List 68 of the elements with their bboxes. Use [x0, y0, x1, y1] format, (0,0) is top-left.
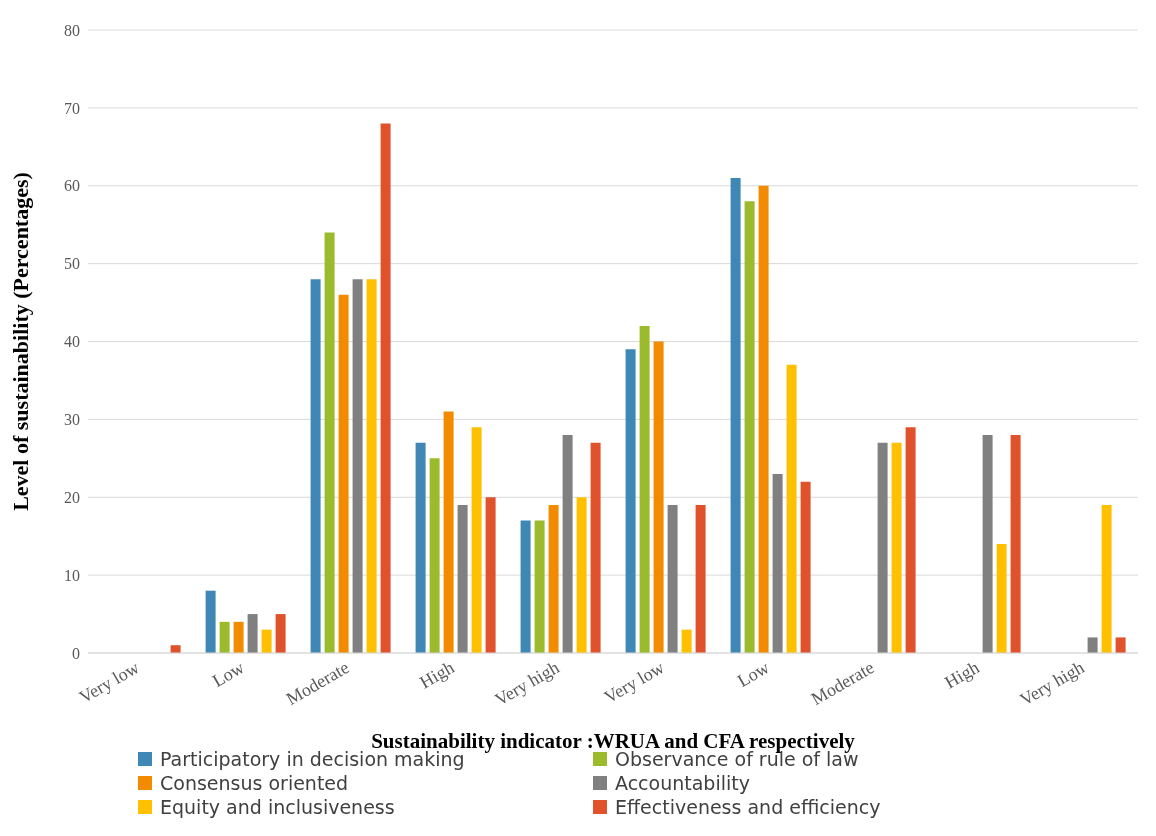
y-axis-title: Level of sustainability (Percentages) [7, 172, 33, 511]
bar [205, 590, 216, 653]
y-tick-label: 70 [64, 99, 80, 117]
bar [1087, 637, 1098, 653]
legend-label: Effectiveness and efficiency [615, 796, 881, 818]
x-tick-label: Very high [1016, 657, 1088, 710]
bar [590, 442, 601, 653]
bar [415, 442, 426, 653]
y-tick-label: 40 [64, 333, 80, 351]
y-tick-label: 50 [64, 255, 80, 273]
bar [758, 185, 769, 653]
y-tick-label: 20 [64, 488, 80, 506]
bar [562, 434, 573, 653]
bar [443, 411, 454, 653]
legend-label: Participatory in decision making [160, 748, 465, 770]
bar [982, 434, 993, 653]
bar [380, 123, 391, 653]
bar [730, 177, 741, 653]
x-tick-label: High [416, 657, 458, 693]
bar [891, 442, 902, 653]
bar [576, 497, 587, 653]
bar [338, 294, 349, 653]
bar [548, 505, 559, 653]
legend-label: Accountability [615, 772, 750, 794]
bar [352, 279, 363, 653]
bar [1010, 434, 1021, 653]
bar [905, 427, 916, 653]
y-tick-label: 0 [72, 644, 80, 662]
bar [247, 614, 258, 653]
bar [681, 629, 692, 653]
bar [786, 364, 797, 653]
bar [772, 473, 783, 653]
x-tick-label: Low [733, 657, 773, 691]
x-tick-label: Very low [600, 657, 668, 708]
bar [744, 201, 755, 653]
bar [471, 427, 482, 653]
bar [667, 505, 678, 653]
bar [233, 621, 244, 653]
bar [877, 442, 888, 653]
legend-label: Equity and inclusiveness [160, 796, 395, 818]
bar [261, 629, 272, 653]
legend-label: Consensus oriented [160, 772, 349, 794]
bar [429, 458, 440, 653]
bar [170, 645, 181, 653]
bar [366, 279, 377, 653]
y-tick-label: 30 [64, 411, 80, 429]
bar [324, 232, 335, 653]
bar [639, 325, 650, 653]
y-tick-label: 10 [64, 566, 80, 584]
x-tick-label: Very high [491, 657, 563, 710]
bar [1115, 637, 1126, 653]
x-tick-label: High [941, 657, 983, 693]
bar [219, 621, 230, 653]
bar [485, 497, 496, 653]
x-tick-label: Low [208, 657, 248, 691]
bar [310, 279, 321, 653]
y-tick-label: 80 [64, 21, 80, 39]
y-tick-label: 60 [64, 177, 80, 195]
bar [457, 505, 468, 653]
bar [996, 543, 1007, 653]
bar [695, 505, 706, 653]
bar [1101, 505, 1112, 653]
bar [534, 520, 545, 653]
bar [800, 481, 811, 653]
bar [625, 349, 636, 653]
bar [653, 341, 664, 653]
bar [520, 520, 531, 653]
bar [275, 614, 286, 653]
